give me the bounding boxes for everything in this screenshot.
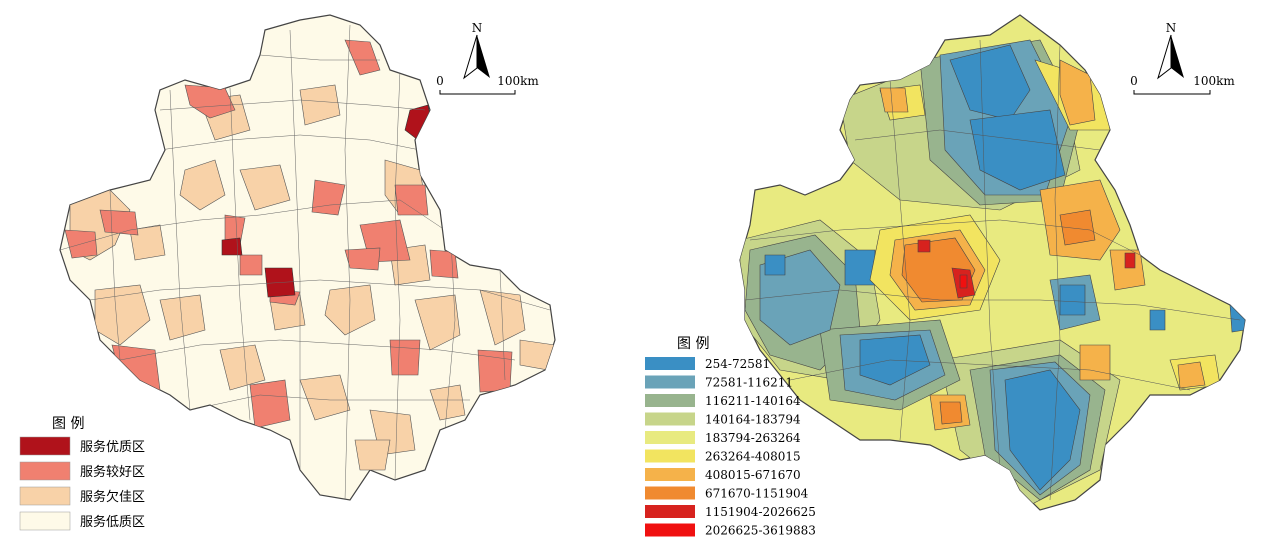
legend-swatch [645,468,695,481]
svg-text:N: N [1166,21,1177,35]
legend-item-excellent: 服务优质区 [19,436,145,456]
legend-title: 图 例 [52,416,84,432]
legend-item-low: 服务低质区 [19,511,145,531]
legend-swatch [645,394,695,407]
contour-band-254 [764,44,1245,491]
legend-item-4: 183794-263264 [645,431,801,445]
legend: 图 例 254-72581 72581-116211 116211-140164 14… [645,336,816,538]
legend-item-fair: 服务欠佳区 [19,486,145,506]
legend-label: 72581-116211 [705,376,793,390]
legend-swatch [645,357,695,370]
legend-item-6: 408015-671670 [645,468,801,482]
svg-text:100km: 100km [1193,74,1235,88]
legend: 图 例 服务优质区 服务较好区 服务欠佳区 服务低质区 [19,416,145,531]
svg-text:服务较好区: 服务较好区 [80,464,145,480]
legend-swatch [645,523,695,537]
legend-label: 408015-671670 [705,468,801,482]
legend-label: 140164-183794 [705,413,801,427]
legend-label: 263264-408015 [705,450,801,464]
legend-title: 图 例 [677,336,709,352]
legend-item-7: 671670-1151904 [645,486,809,501]
legend-label: 1151904-2026625 [705,505,816,519]
legend-label: 254-72581 [705,357,770,371]
service-quality-map: N 0 100km 图 例 服务优质区 服务较好区 服务欠佳区 [19,14,556,531]
density-contour-map-panel: N 0 100km 图 例 254-72581 72581-116211 11621… [640,0,1269,555]
svg-text:0: 0 [436,74,444,88]
legend-item-5: 263264-408015 [645,449,801,464]
legend-item-1: 72581-116211 [645,375,793,390]
density-contour-map: N 0 100km 图 例 254-72581 72581-116211 11621… [645,14,1246,538]
legend-item-9: 2026625-3619883 [645,523,816,538]
legend-swatch [645,375,695,389]
legend-item-0: 254-72581 [645,357,770,371]
svg-text:0: 0 [1130,74,1138,88]
legend-swatch [645,505,695,518]
svg-text:100km: 100km [497,74,539,88]
service-quality-map-panel: N 0 100km 图 例 服务优质区 服务较好区 服务欠佳区 [0,0,600,555]
legend-swatch [645,431,695,444]
county-boundaries [60,24,551,500]
legend-label: 2026625-3619883 [705,524,816,538]
admin-boundaries [744,39,1241,501]
legend-label: 183794-263264 [705,431,801,445]
legend-item-2: 116211-140164 [645,394,801,408]
legend-swatch [645,449,695,463]
north-arrow-icon: N [1157,21,1184,80]
svg-text:服务欠佳区: 服务欠佳区 [80,489,145,505]
legend-item-good: 服务较好区 [19,461,145,481]
legend-swatch [645,412,695,426]
svg-text:服务低质区: 服务低质区 [80,514,145,530]
legend-swatch [645,486,695,500]
legend-item-3: 140164-183794 [645,412,801,427]
legend-label: 116211-140164 [705,394,801,408]
scale-bar: 0 100km [1130,74,1235,95]
north-arrow-icon: N [463,21,490,80]
scale-bar: 0 100km [436,74,539,95]
legend-item-8: 1151904-2026625 [645,505,816,519]
region-base [59,14,556,501]
legend-label: 671670-1151904 [705,487,809,501]
svg-text:服务优质区: 服务优质区 [80,439,145,455]
svg-text:N: N [472,21,483,35]
contour-band-2026625 [959,274,968,289]
